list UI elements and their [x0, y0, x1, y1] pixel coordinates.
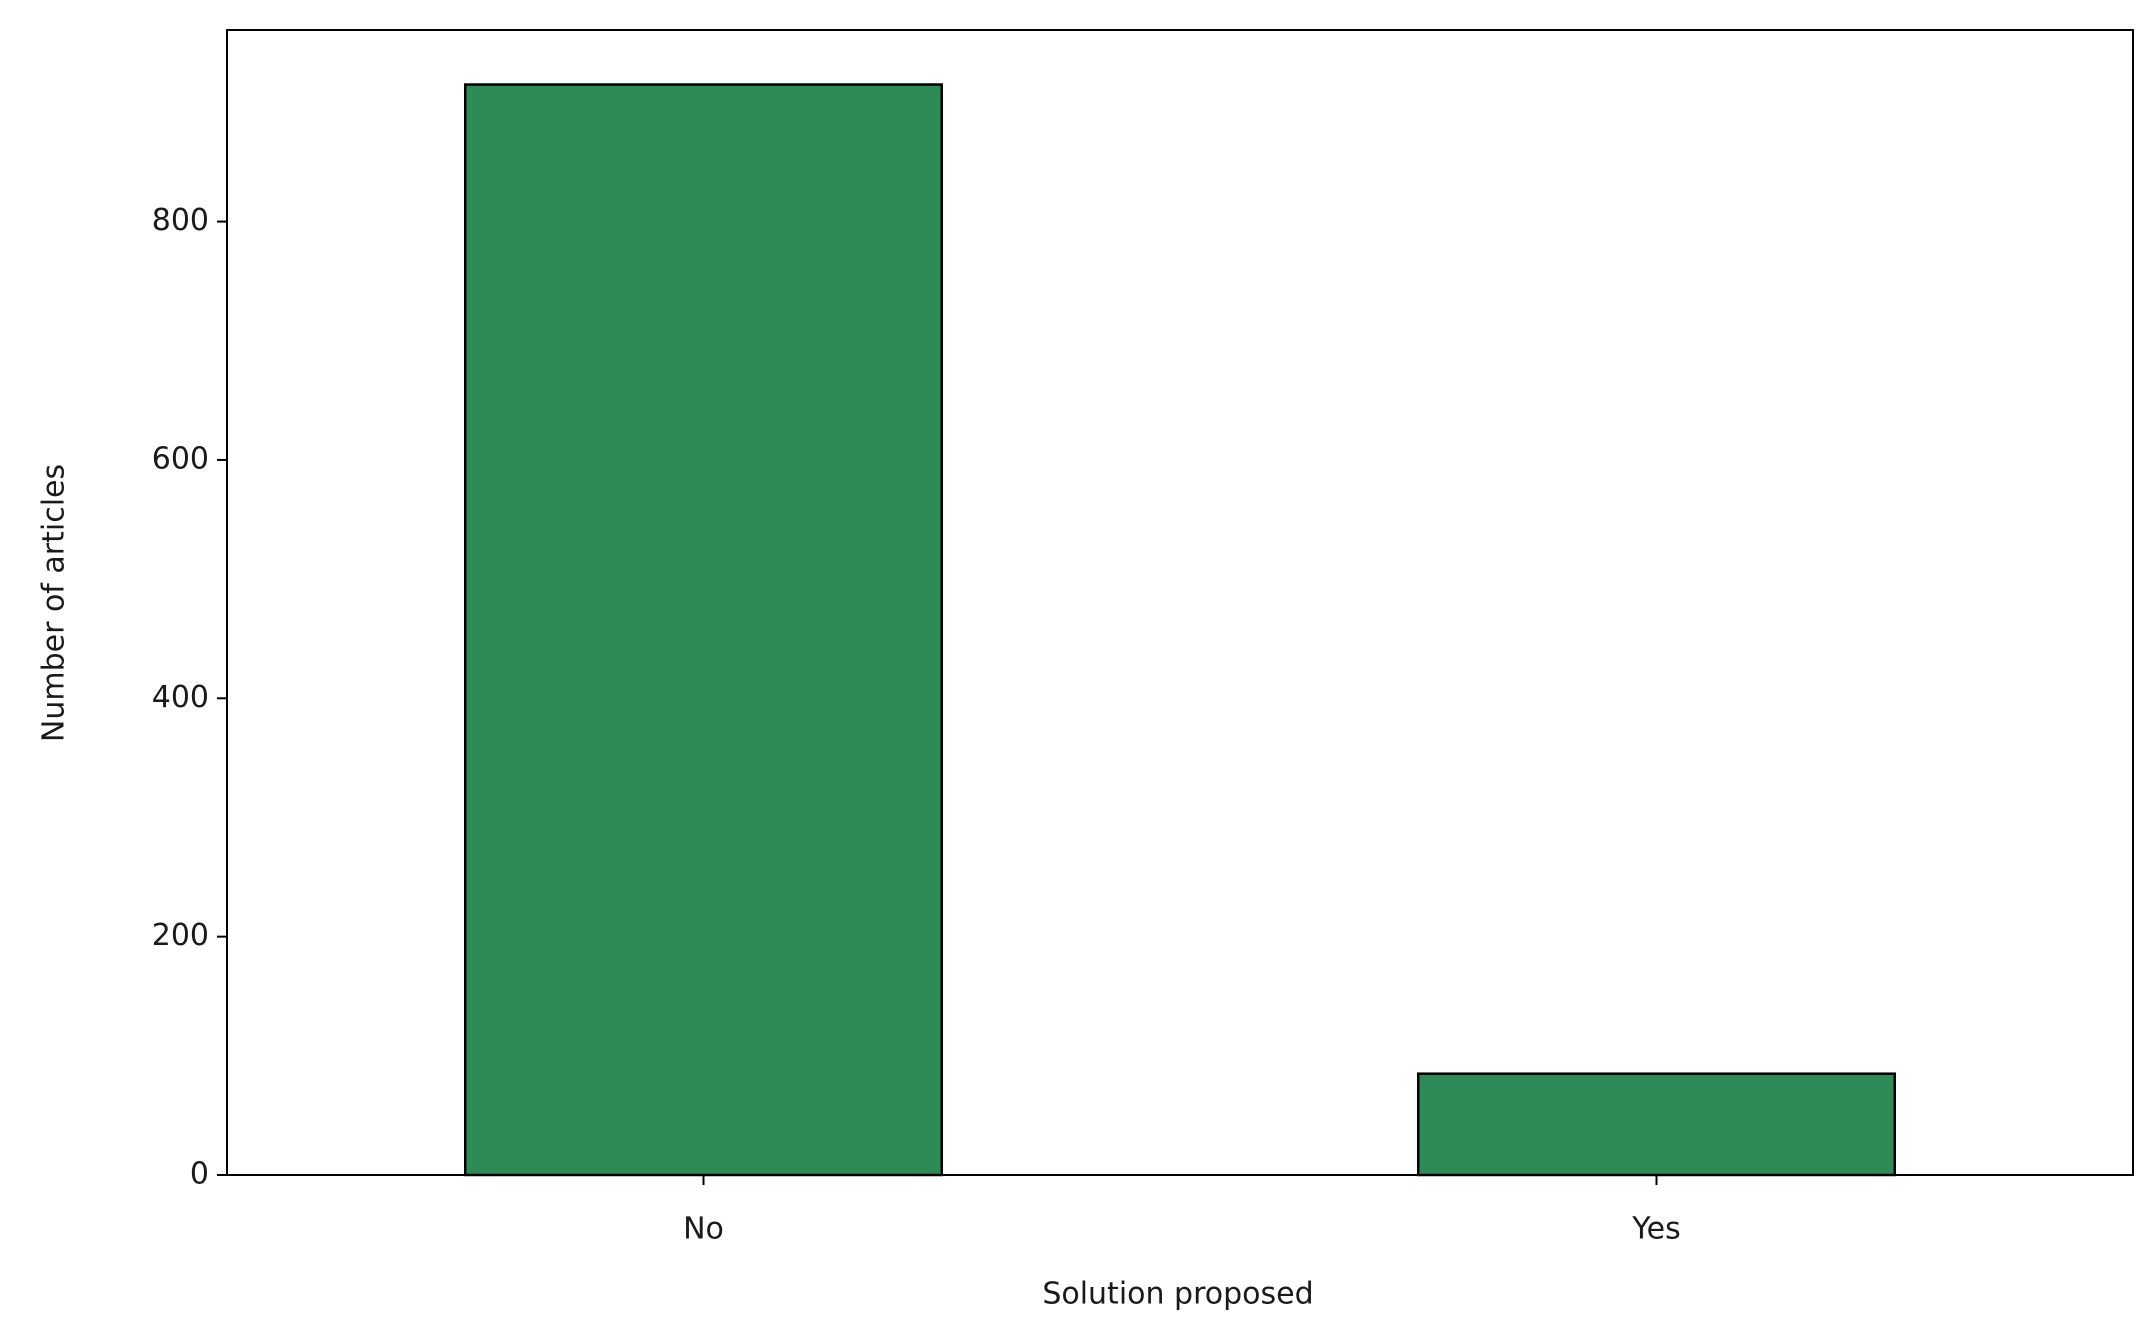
y-axis-label: Number of articles: [37, 464, 72, 742]
x-axis-label: Solution proposed: [1042, 1277, 1313, 1312]
y-tick-label: 200: [152, 918, 209, 953]
y-tick-label: 600: [152, 441, 209, 476]
bar: [1417, 1072, 1896, 1177]
x-tick-label: Yes: [1631, 1212, 1680, 1247]
y-tick-label: 800: [152, 203, 209, 238]
bar: [464, 83, 943, 1177]
x-tick-label: No: [683, 1212, 724, 1247]
plot-frame: [226, 29, 2134, 1176]
y-tick-label: 400: [152, 680, 209, 715]
y-tick-label: 0: [190, 1157, 209, 1192]
